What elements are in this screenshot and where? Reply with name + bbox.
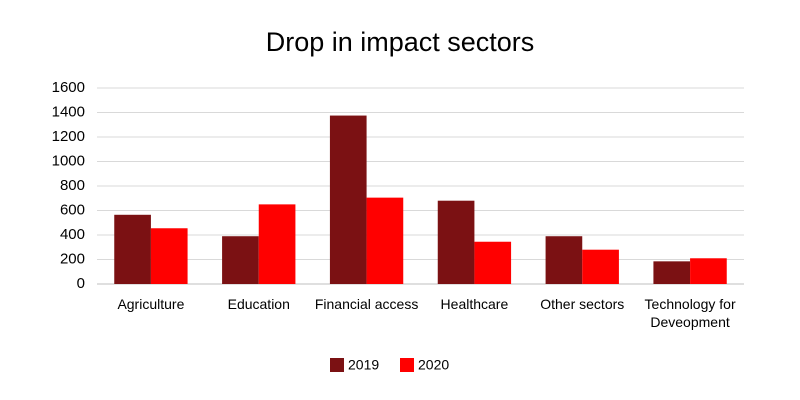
y-tick-label: 200 [60,250,85,267]
y-tick-label: 1600 [52,79,85,96]
bar [114,214,151,284]
y-tick-label: 1400 [52,103,85,120]
bar [329,115,367,284]
x-tick-label: Financial access [314,296,419,312]
y-tick-label: 800 [60,177,85,194]
legend-swatch [400,358,414,372]
legend-swatch [330,358,344,372]
legend-label: 2020 [418,357,449,373]
bar [545,236,583,284]
x-tick-label: Technology for Deveopment [644,296,736,330]
x-tick-label: Other sectors [540,296,625,312]
bar [222,236,259,284]
bar [653,261,691,284]
x-tick-label: Education [227,296,290,312]
y-tick-label: 600 [60,201,85,218]
y-tick-label: 0 [77,275,85,292]
chart-title: Drop in impact sectors [266,27,535,57]
y-tick-label: 1000 [52,152,85,169]
bar [437,200,475,284]
bar [582,249,619,284]
y-tick-label: 1200 [52,128,85,145]
bar [690,258,727,284]
bar [366,197,404,284]
bar [150,228,188,284]
bar [474,241,512,284]
y-tick-label: 400 [60,226,85,243]
legend-label: 2019 [348,357,379,373]
bar [258,204,296,284]
x-tick-label: Agriculture [117,296,185,312]
x-tick-label: Healthcare [440,296,509,312]
